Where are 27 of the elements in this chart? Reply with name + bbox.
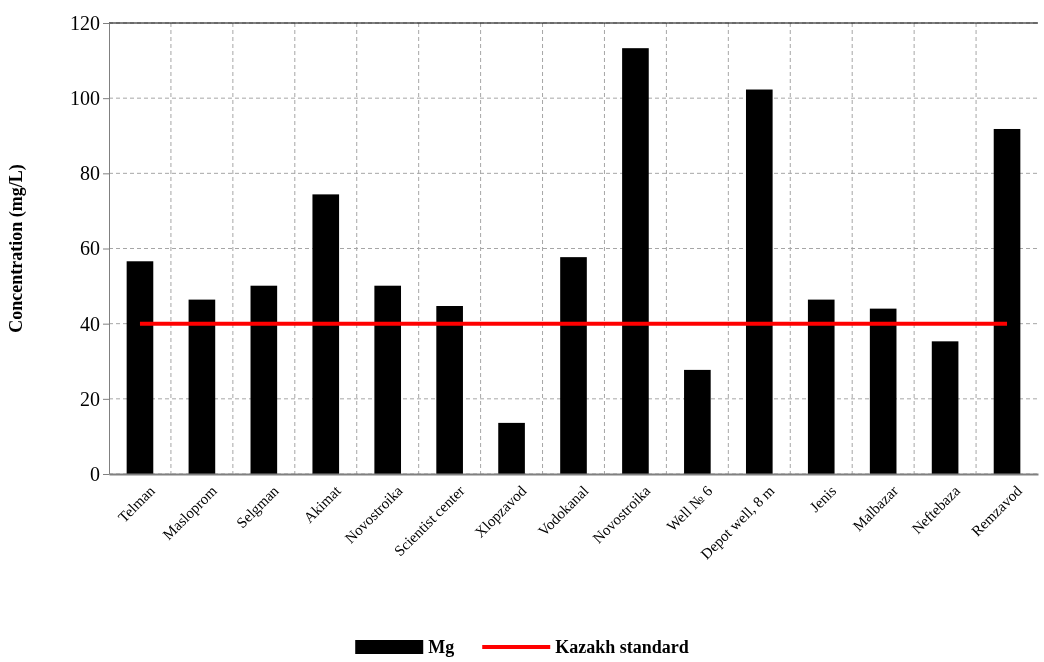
bar	[931, 341, 959, 474]
bar	[374, 285, 402, 474]
y-tick-label: 40	[80, 312, 100, 335]
y-tick-label: 100	[70, 87, 100, 110]
y-tick-label: 60	[80, 237, 100, 260]
bar	[684, 369, 711, 474]
y-tick-label: 120	[70, 11, 100, 34]
y-tick-label: 0	[90, 462, 100, 485]
bar	[560, 257, 587, 474]
bar	[436, 306, 463, 474]
bar	[126, 261, 154, 474]
bar	[498, 422, 525, 474]
bar	[312, 194, 340, 474]
y-axis-title: Concentration (mg/L)	[6, 164, 27, 333]
x-tick-label: Jenis	[806, 482, 840, 516]
bar	[622, 48, 649, 474]
legend-label: Mg	[428, 637, 455, 658]
y-tick-label: 20	[80, 387, 100, 410]
y-tick-label: 80	[80, 162, 100, 185]
bar	[869, 308, 897, 474]
bar	[250, 285, 278, 474]
bar	[993, 128, 1021, 474]
x-tick-label: Well № 6	[663, 482, 716, 535]
bar	[807, 299, 835, 474]
bar	[188, 299, 216, 474]
bar	[745, 89, 773, 474]
legend-label: Kazakh standard	[555, 637, 689, 658]
